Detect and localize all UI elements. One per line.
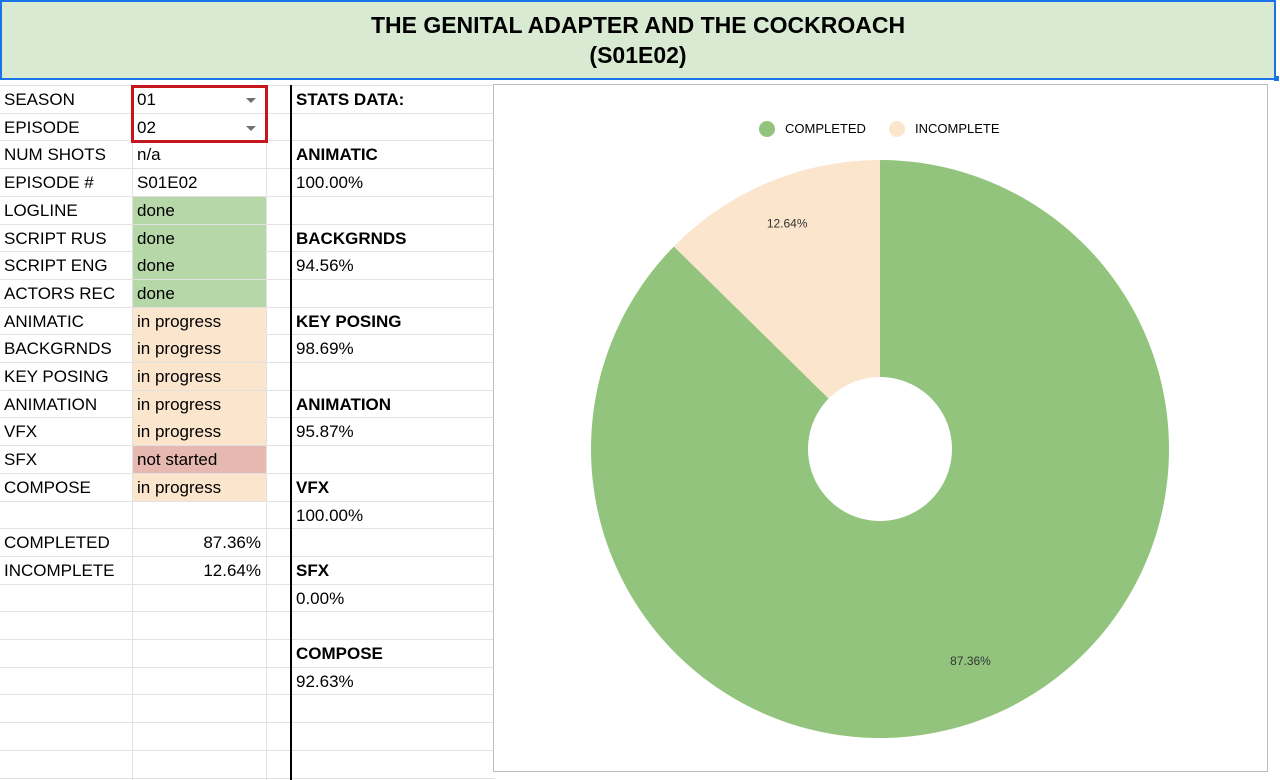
field-label-animation: ANIMATION: [4, 394, 98, 414]
stat-value-animatic: 100.00%: [296, 173, 364, 193]
stat-name-animatic: ANIMATIC: [296, 145, 378, 165]
stat-name-vfx: VFX: [296, 477, 330, 497]
stat-value-sfx: 0.00%: [296, 588, 345, 608]
grid-hline: [0, 472, 495, 474]
title-line-2: (S01E02): [589, 42, 687, 68]
field-value-actors-rec[interactable]: done: [133, 279, 266, 307]
pie-svg: 87.36% 12.64%: [590, 160, 1169, 739]
field-label-vfx: VFX: [4, 422, 38, 442]
stat-name-key-posing: KEY POSING: [296, 311, 402, 331]
grid-hline: [0, 749, 495, 751]
spreadsheet-grid: [0, 85, 495, 780]
grid-hline: [0, 306, 495, 308]
season-dropdown-value: 01: [137, 90, 156, 109]
field-value-vfx[interactable]: in progress: [133, 418, 266, 446]
field-label-actors-rec: ACTORS REC: [4, 283, 116, 303]
grid-hline: [0, 334, 495, 336]
slice-label-completed: 87.36%: [950, 654, 991, 668]
legend-item-completed: COMPLETED: [759, 119, 866, 139]
legend-item-incomplete: INCOMPLETE: [889, 119, 1000, 139]
selection-handle[interactable]: [1274, 76, 1279, 81]
field-label-backgrnds: BACKGRNDS: [4, 339, 112, 359]
pie-slice-completed[interactable]: [590, 160, 1169, 739]
field-label-logline: LOGLINE: [4, 200, 78, 220]
grid-hline: [0, 389, 495, 391]
slice-label-incomplete: 12.64%: [767, 217, 808, 231]
stat-value-backgrnds: 94.56%: [296, 256, 354, 276]
grid-hline: [0, 639, 495, 640]
grid-hline: [0, 168, 495, 170]
grid-hline: [0, 583, 495, 585]
field-label-num-shots: NUM SHOTS: [4, 145, 106, 165]
grid-hline: [0, 611, 495, 613]
grid-hline: [0, 362, 495, 363]
field-value-compose[interactable]: in progress: [133, 473, 266, 501]
field-value-animatic[interactable]: in progress: [133, 307, 266, 335]
season-dropdown[interactable]: 01: [133, 86, 266, 113]
field-label-episode: EPISODE #: [4, 173, 94, 193]
field-value-script-rus[interactable]: done: [133, 224, 266, 252]
field-value-script-eng[interactable]: done: [133, 252, 266, 280]
sheet-title-banner[interactable]: THE GENITAL ADAPTER AND THE COCKROACH (S…: [0, 0, 1276, 80]
chevron-down-icon[interactable]: [246, 98, 256, 103]
legend-dot-completed: [759, 121, 775, 137]
grid-hline: [0, 694, 495, 696]
stat-name-compose: COMPOSE: [296, 644, 383, 663]
grid-hline: [0, 445, 495, 447]
field-label-compose: COMPOSE: [4, 477, 91, 497]
grid-hline: [0, 666, 495, 668]
pie-slice-incomplete[interactable]: [673, 160, 880, 399]
stat-value-key-posing: 98.69%: [296, 339, 354, 359]
grid-hline: [0, 251, 495, 253]
episode-dropdown[interactable]: 02: [133, 114, 266, 141]
legend-dot-incomplete: [889, 121, 905, 137]
chart-legend: COMPLETED INCOMPLETE: [494, 119, 1267, 139]
field-value-num-shots[interactable]: n/a: [137, 145, 161, 165]
stat-value-compose: 92.63%: [296, 671, 354, 691]
stat-name-animation: ANIMATION: [296, 394, 392, 414]
grid-hline: [0, 278, 495, 280]
field-label-animatic: ANIMATIC: [4, 311, 84, 331]
pie-chart[interactable]: COMPLETED INCOMPLETE 87.36% 12.64%: [493, 84, 1268, 772]
field-value-backgrnds[interactable]: in progress: [133, 335, 266, 363]
episode-dropdown-value: 02: [137, 117, 156, 137]
chevron-down-icon[interactable]: [246, 125, 256, 131]
field-label-script-eng: SCRIPT ENG: [4, 256, 108, 276]
field-label-episode: EPISODE: [4, 117, 80, 137]
stat-value-animation: 95.87%: [296, 422, 354, 442]
stats-header: STATS DATA:: [296, 90, 405, 109]
field-value-logline[interactable]: done: [133, 196, 266, 224]
grid-vline: [132, 85, 133, 780]
grid-hline: [0, 500, 495, 502]
stat-value-vfx: 100.00%: [296, 505, 364, 525]
field-label-key-posing: KEY POSING: [4, 367, 109, 386]
grid-hline: [0, 223, 495, 225]
summary-value-incomplete: 12.64%: [203, 560, 261, 580]
field-label-sfx: SFX: [4, 450, 38, 470]
grid-vline: [266, 85, 267, 780]
title-line-1: THE GENITAL ADAPTER AND THE COCKROACH: [370, 12, 906, 38]
field-value-sfx[interactable]: not started: [133, 446, 266, 474]
stat-name-sfx: SFX: [296, 560, 330, 580]
legend-label-completed: COMPLETED: [785, 121, 866, 136]
field-label-script-rus: SCRIPT RUS: [4, 228, 107, 248]
grid-hline: [0, 195, 495, 197]
field-value-episode[interactable]: S01E02: [137, 173, 198, 193]
field-label-season: SEASON: [4, 90, 75, 109]
grid-hline: [0, 417, 495, 419]
column-divider: [290, 85, 292, 780]
grid-hline: [0, 528, 495, 530]
field-value-key-posing[interactable]: in progress: [133, 363, 266, 390]
grid-hline: [0, 777, 495, 779]
grid-hline: [0, 555, 495, 557]
summary-label-incomplete: INCOMPLETE: [4, 560, 115, 580]
stat-name-backgrnds: BACKGRNDS: [296, 228, 407, 248]
grid-hline: [0, 722, 495, 724]
summary-value-completed: 87.36%: [203, 533, 261, 553]
summary-label-completed: COMPLETED: [4, 533, 110, 553]
legend-label-incomplete: INCOMPLETE: [915, 121, 1000, 136]
grid-hline: [0, 112, 495, 114]
field-value-animation[interactable]: in progress: [133, 390, 266, 418]
